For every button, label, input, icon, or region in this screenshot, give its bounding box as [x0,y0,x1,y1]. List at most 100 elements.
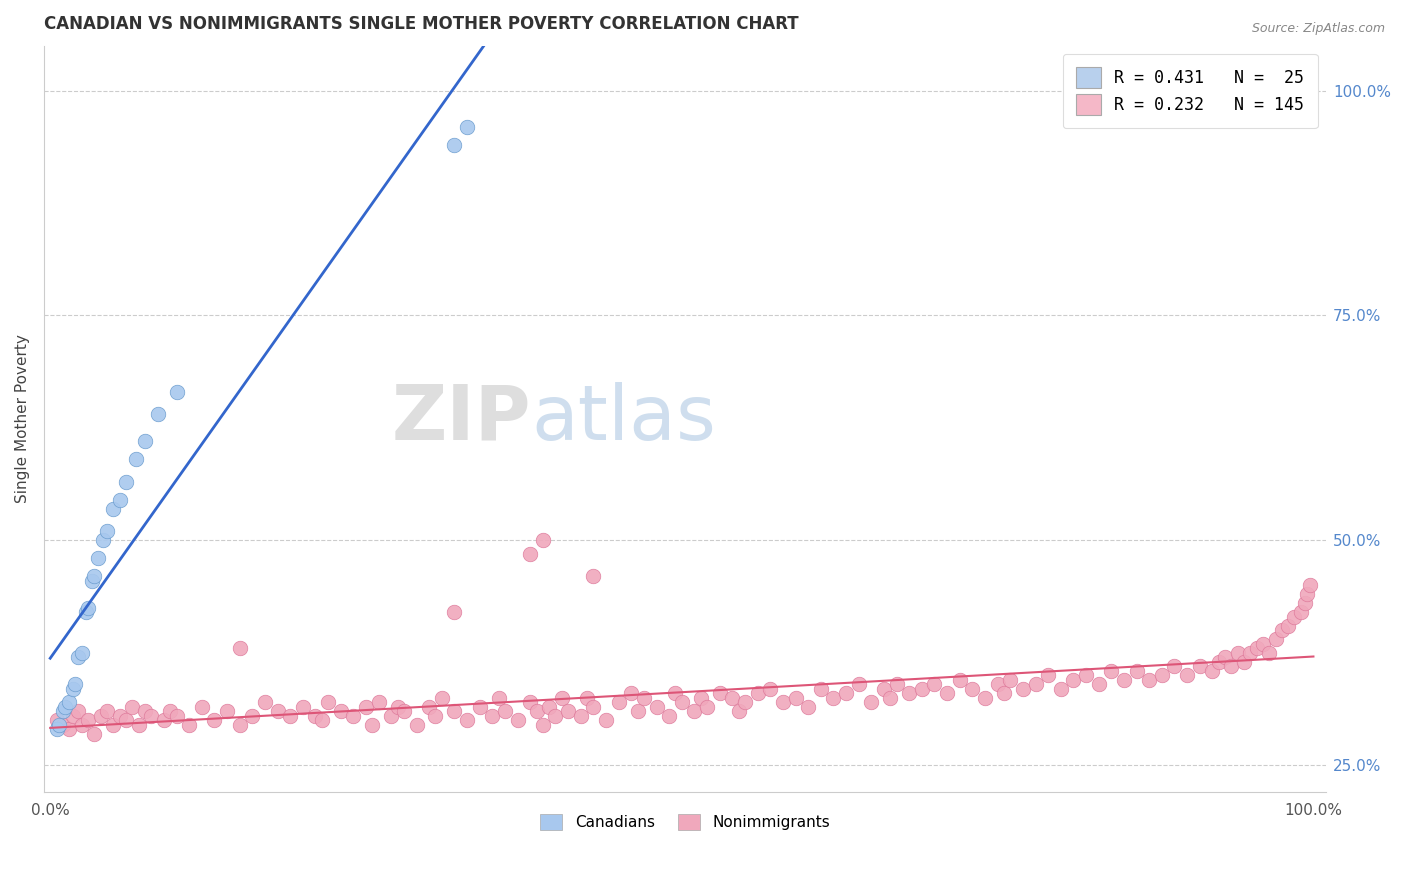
Point [121,699,143,714]
Point [1239,646,1261,660]
Point [443,137,465,152]
Point [974,690,997,705]
Point [1049,681,1071,696]
Point [911,681,934,696]
Point [468,699,491,714]
Point [153,713,176,727]
Point [531,717,554,731]
Point [418,699,440,714]
Point [91,533,114,548]
Point [519,547,541,561]
Point [128,717,150,731]
Point [810,681,832,696]
Point [48,717,70,731]
Point [848,677,870,691]
Point [721,690,744,705]
Point [456,120,478,134]
Point [582,699,605,714]
Point [1137,673,1160,687]
Point [134,704,156,718]
Point [582,569,605,583]
Point [645,699,668,714]
Point [689,690,711,705]
Point [52,704,75,718]
Point [1296,587,1319,601]
Point [367,695,389,709]
Point [993,686,1015,700]
Point [962,681,984,696]
Point [1150,668,1173,682]
Point [405,717,427,731]
Point [58,722,80,736]
Point [380,708,402,723]
Point [83,726,105,740]
Point [494,704,516,718]
Point [1298,578,1320,592]
Point [949,673,972,687]
Point [387,699,409,714]
Point [1036,668,1059,682]
Point [557,704,579,718]
Point [62,681,84,696]
Point [772,695,794,709]
Point [392,704,415,718]
Point [626,704,648,718]
Point [1213,650,1236,665]
Point [191,699,214,714]
Point [1062,673,1084,687]
Point [215,704,238,718]
Point [569,708,592,723]
Point [1074,668,1097,682]
Point [240,708,263,723]
Point [696,699,718,714]
Point [70,646,93,660]
Point [456,713,478,727]
Point [103,717,125,731]
Point [683,704,706,718]
Point [873,681,896,696]
Point [551,690,574,705]
Point [53,699,76,714]
Point [146,407,169,421]
Point [1188,659,1211,673]
Point [90,708,112,723]
Point [1024,677,1046,691]
Point [488,690,510,705]
Point [342,708,364,723]
Point [538,699,561,714]
Text: Source: ZipAtlas.com: Source: ZipAtlas.com [1251,22,1385,36]
Point [77,600,100,615]
Point [108,708,131,723]
Point [304,708,326,723]
Point [506,713,529,727]
Point [531,533,554,548]
Point [576,690,599,705]
Point [329,704,352,718]
Point [253,695,276,709]
Point [886,677,908,691]
Point [228,717,250,731]
Point [987,677,1010,691]
Point [1294,596,1316,610]
Text: atlas: atlas [531,382,716,456]
Point [159,704,181,718]
Point [65,677,87,691]
Point [66,650,89,665]
Point [125,452,148,467]
Point [87,551,110,566]
Point [481,708,503,723]
Point [638,880,661,892]
Point [108,492,131,507]
Point [316,695,339,709]
Point [1099,664,1122,678]
Point [898,686,921,700]
Point [103,501,125,516]
Point [1284,609,1306,624]
Point [1201,664,1223,678]
Point [115,475,138,489]
Point [228,641,250,656]
Point [1087,677,1109,691]
Point [544,708,567,723]
Point [658,708,681,723]
Point [166,384,188,399]
